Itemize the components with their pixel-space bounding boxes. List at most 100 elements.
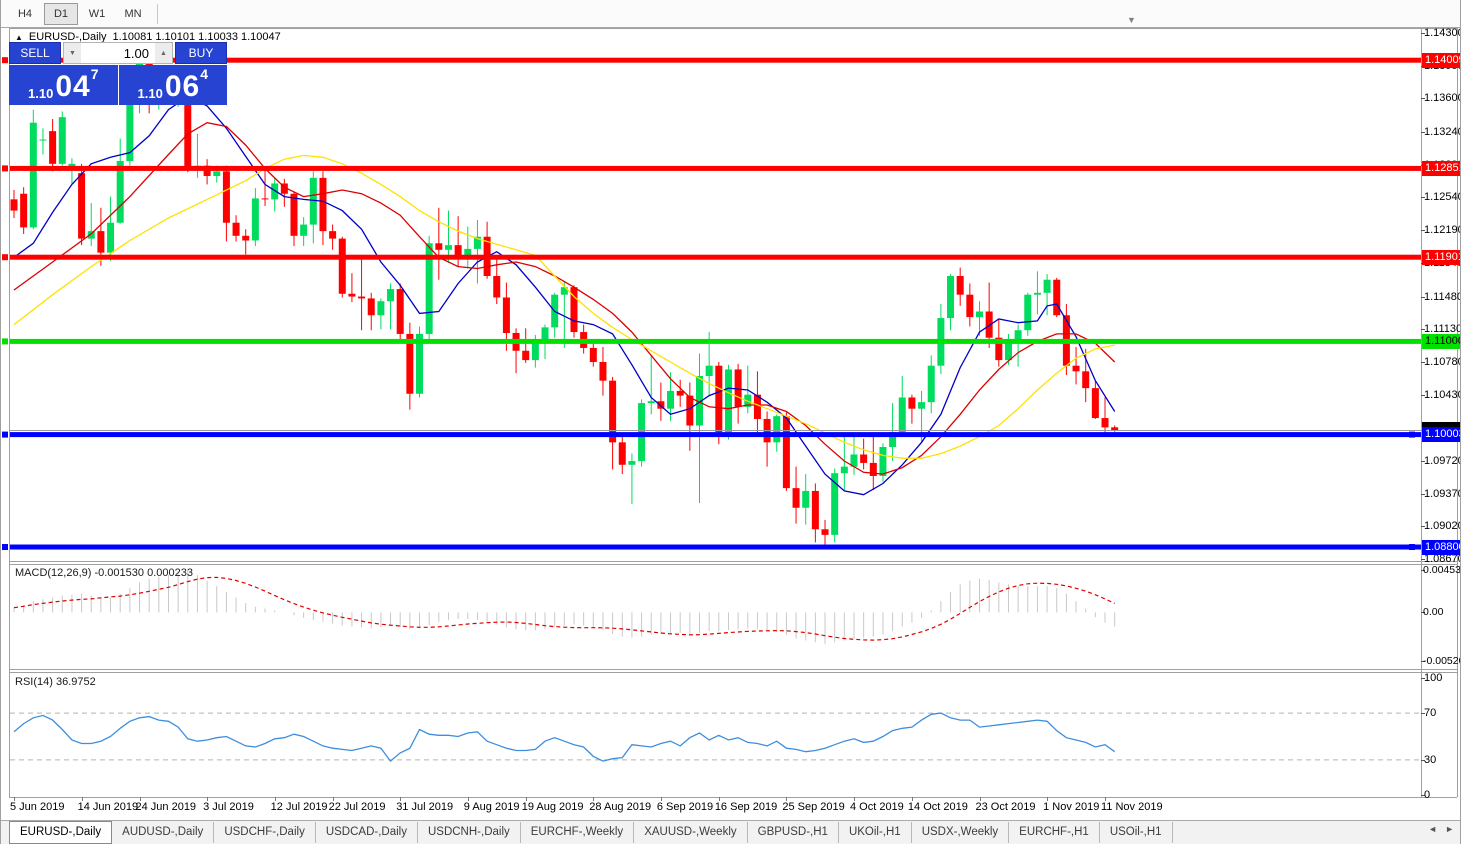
timeframe-button-h4[interactable]: H4	[17, 7, 33, 20]
hline-1.11000[interactable]	[10, 338, 1421, 344]
date-tick-label: 14 Jun 2019	[77, 801, 139, 813]
candle-body	[358, 296, 366, 299]
candle-body	[87, 231, 95, 239]
macd-tick-label: -0.00520	[1423, 654, 1461, 667]
hline-handle[interactable]	[2, 165, 8, 172]
chart-tab-usdx-weekly[interactable]: USDX-,Weekly	[912, 822, 1010, 843]
one-click-trading-panel: SELL ▼ 1.00 ▲ BUY 1.10 04 7 1.10 06 4	[9, 42, 227, 105]
hline-1.08800[interactable]	[10, 544, 1421, 550]
hline-handle[interactable]	[2, 544, 8, 551]
hline-1.10003[interactable]	[10, 432, 1421, 438]
candle-body	[1014, 330, 1022, 342]
chart-tab-usoil-h1[interactable]: USOil-,H1	[1100, 822, 1173, 843]
chart-tab-eurchf-weekly[interactable]: EURCHF-,Weekly	[521, 822, 635, 843]
subwindow-collapse-icon[interactable]: ▲	[15, 32, 23, 42]
hline-handle[interactable]	[1409, 431, 1415, 438]
candle-body	[715, 365, 723, 433]
chart-tab-audusd-daily[interactable]: AUDUSD-,Daily	[112, 822, 215, 843]
buy-button[interactable]: BUY	[175, 42, 227, 64]
date-tick	[593, 797, 595, 801]
candle-body	[686, 395, 694, 426]
price-tick-label: 1.12190	[1424, 224, 1461, 237]
timeframe-button-d1[interactable]: D1	[44, 2, 78, 25]
price-tick	[1421, 197, 1425, 199]
tab-scroll-right-icon[interactable]: ►	[1445, 824, 1454, 834]
macd-label: MACD(12,26,9) -0.001530 0.000233	[15, 567, 193, 579]
chart-tab-ukoil-h1[interactable]: UKOil-,H1	[839, 822, 912, 843]
candle-body	[97, 231, 105, 253]
candle-body	[898, 397, 906, 433]
candle-body	[319, 177, 327, 232]
rsi-tick	[1421, 713, 1425, 715]
sell-price-display[interactable]: 1.10 04 7	[9, 65, 119, 105]
timeframe-button-w1[interactable]: W1	[88, 7, 106, 20]
candle-body	[406, 333, 414, 394]
timeframe-toolbar: H4 D1 W1 MN	[1, 0, 1460, 28]
hline-1.14009[interactable]	[10, 57, 1421, 63]
candle-body	[222, 171, 230, 223]
date-tick-label: 6 Sep 2019	[656, 801, 714, 813]
candle-body	[271, 183, 279, 200]
rsi-tick-label: 100	[1424, 672, 1443, 684]
candle-body	[473, 236, 481, 249]
chart-tab-usdcad-daily[interactable]: USDCAD-,Daily	[316, 822, 418, 843]
volume-increase-icon[interactable]: ▲	[155, 43, 172, 63]
candle-body	[976, 311, 983, 318]
chart-tab-bar: EURUSD-,Daily AUDUSD-,Daily USDCHF-,Daily U…	[1, 820, 1460, 844]
candle-body	[309, 177, 317, 225]
sell-price-prefix: 1.10	[28, 86, 54, 101]
timeframe-button-mn[interactable]: MN	[124, 7, 142, 20]
hline-handle[interactable]	[1409, 544, 1415, 551]
price-tick-label: 1.09020	[1424, 520, 1461, 533]
chart-tab-usdchf-daily[interactable]: USDCHF-,Daily	[214, 822, 316, 843]
hline-handle[interactable]	[2, 57, 8, 64]
candle-body	[966, 294, 974, 318]
price-tick	[1421, 132, 1425, 134]
candle-body	[956, 275, 964, 295]
date-tick	[1047, 797, 1049, 801]
hline-handle[interactable]	[2, 431, 8, 438]
price-tick-label: 1.12540	[1424, 191, 1461, 204]
rsi-tick	[1421, 678, 1425, 679]
price-tick-label: 1.10430	[1424, 388, 1461, 401]
candle-body	[599, 361, 607, 381]
candle-body	[300, 224, 308, 236]
macd-signal-line	[13, 576, 1115, 641]
tab-scroll-left-icon[interactable]: ◄	[1428, 824, 1438, 834]
price-tick	[1421, 559, 1425, 561]
chart-tab-xauusd-weekly[interactable]: XAUUSD-,Weekly	[634, 822, 748, 843]
hline-handle[interactable]	[2, 338, 8, 345]
candle-body	[78, 173, 86, 239]
candle-body	[638, 403, 646, 462]
date-tick	[660, 797, 662, 801]
rsi-separator[interactable]	[9, 669, 1457, 670]
hline-1.12851[interactable]	[10, 165, 1421, 171]
candle-body	[184, 93, 192, 169]
price-tick-label: 1.09370	[1424, 487, 1461, 500]
buy-price-display[interactable]: 1.10 06 4	[118, 65, 227, 105]
hline-1.11901[interactable]	[10, 254, 1421, 260]
candle-body	[1033, 292, 1041, 295]
date-tick-label: 31 Jul 2019	[396, 801, 454, 813]
macd-separator[interactable]	[9, 561, 1457, 562]
date-tick	[1105, 797, 1106, 801]
chart-tab-eurchf-h1[interactable]: EURCHF-,H1	[1009, 822, 1100, 843]
date-tick-label: 19 Aug 2019	[521, 801, 584, 813]
date-tick-label: 12 Jul 2019	[270, 801, 328, 813]
hline-handle[interactable]	[2, 254, 8, 261]
rsi-tick-label: 70	[1424, 707, 1437, 720]
price-tick	[1421, 394, 1425, 396]
volume-decrease-icon[interactable]: ▼	[64, 43, 81, 63]
chart-tab-usdcnh-daily[interactable]: USDCNH-,Daily	[418, 822, 521, 843]
sell-button[interactable]: SELL	[9, 42, 61, 64]
price-tick	[1421, 33, 1425, 34]
price-tick-label: 1.10780	[1424, 355, 1461, 368]
price-tick	[1421, 296, 1425, 298]
volume-input[interactable]: 1.00	[81, 43, 155, 63]
date-tick-label: 5 Jun 2019	[10, 801, 65, 813]
chart-tab-eurusd-daily[interactable]: EURUSD-,Daily	[9, 821, 113, 844]
candle-body	[831, 473, 839, 535]
chart-tab-gbpusd-h1[interactable]: GBPUSD-,H1	[748, 822, 839, 843]
